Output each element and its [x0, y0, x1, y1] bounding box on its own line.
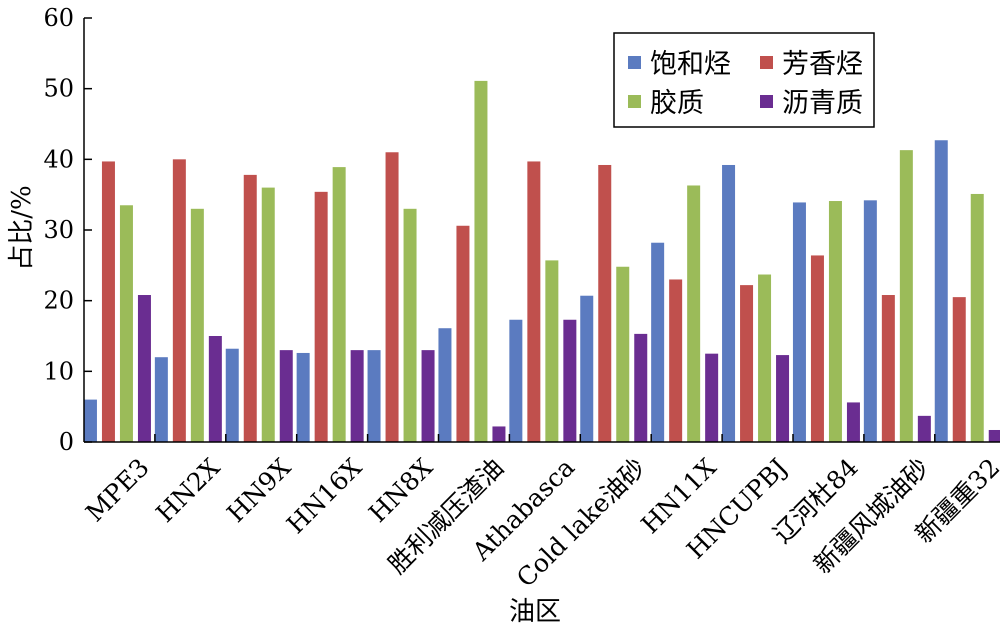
bar [934, 140, 948, 442]
bar [810, 255, 824, 442]
bar [952, 297, 966, 442]
bar [598, 164, 612, 442]
bar [988, 429, 1000, 442]
bar [563, 319, 577, 442]
bar [917, 415, 931, 442]
bar [456, 225, 470, 442]
y-tick-label: 10 [43, 357, 74, 385]
bar [296, 352, 310, 442]
legend-swatch [760, 56, 773, 69]
legend-swatch [760, 95, 773, 108]
legend-label: 沥青质 [782, 88, 863, 119]
bar [970, 193, 984, 442]
legend-label: 芳香烃 [782, 49, 863, 80]
x-ticks: MPE3HN2XHN9XHN16XHN8X胜利减压渣油AthabascaCold… [80, 434, 1000, 593]
bar [332, 167, 346, 442]
bar [899, 150, 913, 442]
bar [385, 152, 399, 442]
bar [190, 208, 204, 442]
y-tick-label: 60 [43, 4, 74, 32]
bar [846, 402, 860, 442]
bar [776, 355, 790, 442]
bar [509, 319, 523, 442]
legend-label: 饱和烃 [650, 49, 731, 80]
bar [438, 328, 452, 442]
bar [687, 185, 701, 443]
bar [474, 80, 488, 442]
bar [651, 242, 665, 442]
bar [279, 350, 293, 442]
x-tick-label: HN2X [150, 453, 225, 528]
bar [350, 350, 364, 442]
legend-box [613, 32, 875, 128]
bar [740, 285, 754, 442]
x-tick-label: Cold lake油砂 [511, 453, 651, 593]
bar [758, 274, 772, 442]
y-tick-label: 30 [43, 216, 74, 244]
bar [527, 161, 541, 442]
bar [367, 350, 381, 442]
bar [243, 174, 257, 442]
bar [421, 350, 435, 442]
y-ticks: 0 10 20 30 40 50 60 [43, 4, 92, 456]
bar [101, 161, 115, 442]
bar [545, 260, 559, 442]
bar [881, 295, 895, 442]
y-tick-label: 50 [43, 75, 74, 103]
bar [208, 336, 222, 442]
bar [634, 333, 648, 442]
bar [863, 200, 877, 442]
y-tick-label: 20 [43, 287, 74, 315]
x-tick-label: MPE3 [80, 453, 155, 528]
bar [225, 348, 239, 442]
x-tick-label: HN16X [281, 453, 368, 540]
bar [137, 295, 151, 442]
x-axis-title: 油区 [509, 597, 561, 627]
legend-swatch [628, 56, 641, 69]
bar [669, 279, 683, 442]
y-axis-title: 占比/% [7, 185, 37, 270]
y-tick-label: 40 [43, 145, 74, 173]
bar [261, 187, 275, 442]
bar [83, 399, 97, 442]
bar [828, 201, 842, 442]
bar [314, 191, 328, 442]
bar [119, 205, 133, 442]
bar [154, 357, 168, 442]
bar [722, 164, 736, 442]
bar [172, 159, 186, 443]
legend-label: 胶质 [650, 88, 704, 119]
bar [705, 353, 719, 442]
bar [492, 426, 506, 442]
bar [616, 266, 630, 442]
bar [792, 202, 806, 442]
y-tick-label: 0 [59, 428, 74, 456]
bar [403, 208, 417, 442]
bars-layer [83, 80, 1000, 443]
legend-swatch [628, 95, 641, 108]
bar [580, 295, 594, 442]
